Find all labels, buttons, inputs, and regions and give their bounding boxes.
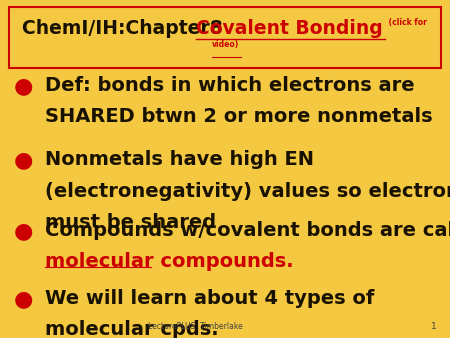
Text: ChemI/IH:Chapter8: ChemI/IH:Chapter8 (22, 19, 230, 38)
Text: video): video) (212, 40, 239, 49)
Text: Covalent Bonding: Covalent Bonding (196, 19, 382, 38)
Text: Nonmetals have high EN: Nonmetals have high EN (45, 150, 314, 169)
Text: ●: ● (14, 289, 33, 309)
Text: LecturePLUS  Timberlake: LecturePLUS Timberlake (148, 322, 243, 331)
Text: ●: ● (14, 221, 33, 241)
Text: 1: 1 (431, 322, 436, 331)
Text: We will learn about 4 types of: We will learn about 4 types of (45, 289, 374, 308)
Text: molecular cpds.: molecular cpds. (45, 320, 219, 338)
Text: Def: bonds in which electrons are: Def: bonds in which electrons are (45, 76, 414, 95)
Text: (click for: (click for (386, 18, 427, 27)
Text: molecular compounds.: molecular compounds. (45, 252, 293, 271)
Text: (electronegativity) values so electrons: (electronegativity) values so electrons (45, 182, 450, 200)
Text: ●: ● (14, 76, 33, 96)
Text: ●: ● (14, 150, 33, 170)
Text: Compounds w/covalent bonds are called: Compounds w/covalent bonds are called (45, 221, 450, 240)
Text: must be shared: must be shared (45, 213, 216, 232)
Text: SHARED btwn 2 or more nonmetals: SHARED btwn 2 or more nonmetals (45, 107, 432, 126)
